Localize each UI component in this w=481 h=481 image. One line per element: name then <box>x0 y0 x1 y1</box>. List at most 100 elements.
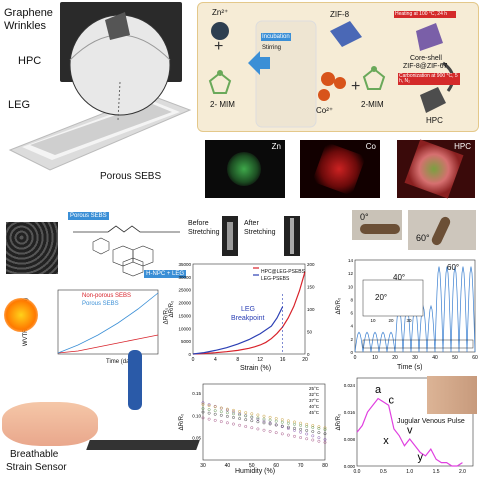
strain-y2-tick: 200 <box>307 262 315 267</box>
hum-point <box>232 410 235 414</box>
label-porous-sebs: Porous SEBS <box>100 171 162 182</box>
strain-x-tick: 8 <box>236 357 239 363</box>
hum-point <box>232 412 235 416</box>
hum-point <box>201 407 205 411</box>
strain-plot: 0 4 8 12 16 200500010000150002000025000300003… <box>169 262 315 363</box>
strain-xlabel: Strain (%) <box>240 365 272 372</box>
bend-y-tick: 0 <box>350 350 353 355</box>
hum-point <box>207 408 211 412</box>
humidity-chart: 30 40 50 60 70 80 0.05 0.10 0.15 ΔR/R₀ 25°C 32°C 37°… <box>175 378 330 478</box>
hum-point <box>225 421 229 425</box>
hum-point <box>262 417 266 421</box>
zn-label: Zn²⁺ <box>212 8 229 17</box>
hum-point <box>225 407 229 411</box>
hum-point <box>225 414 229 418</box>
skin-layer <box>2 402 98 446</box>
strain-chart: 0 4 8 12 16 20 0 5000 10000 15000 20000 25000 30000 3… <box>165 258 330 376</box>
hum-point <box>250 419 254 423</box>
hum-point <box>274 417 278 420</box>
before-photo <box>222 216 238 256</box>
hum-point <box>286 419 290 423</box>
bend-y-tick: 2 <box>350 337 353 342</box>
svg-text:+: + <box>351 78 360 95</box>
hum-point <box>250 415 254 419</box>
hum-frame <box>202 383 326 461</box>
bend-inset-tick: 20 <box>388 318 394 323</box>
strain-y2-tick: 100 <box>307 307 315 312</box>
hum-point <box>268 421 272 425</box>
pulse-peak-label: x <box>383 435 389 447</box>
label-hpc: HPC <box>18 55 42 67</box>
strain-y2-tick: 150 <box>307 285 315 290</box>
strain-legend-2: LEG-PSEBS <box>261 276 290 282</box>
runner <box>128 350 142 410</box>
pulse-y-tick: 0.008 <box>344 437 356 442</box>
wvtr-xlabel: Time (day) <box>106 359 135 365</box>
hum-point <box>256 427 260 431</box>
strain-frame <box>192 263 306 355</box>
hum-point <box>262 421 266 425</box>
wvtr-legend-nonporous: Non-porous SEBS <box>82 293 132 299</box>
deg60-label: 60° <box>416 233 430 243</box>
pulse-x-tick: 0.5 <box>380 469 387 475</box>
bend-y-tick: 14 <box>348 258 354 263</box>
pulse-peak-label: y <box>418 452 424 464</box>
pulse-peak-label: c <box>389 394 395 406</box>
mim-label-1: 2- MIM <box>210 100 235 109</box>
hum-point <box>299 436 303 440</box>
hum-point <box>268 415 272 419</box>
bend-y-tick: 10 <box>348 284 354 289</box>
hum-point <box>323 428 327 432</box>
hum-xlabel: Humidity (%) <box>235 468 276 475</box>
eds-map-zn: Zn <box>205 140 285 198</box>
synthesis-panel: + + Zn²⁺ 2- MIM Incubation Stirring ZIF-… <box>197 2 479 132</box>
hum-x-tick: 30 <box>200 463 206 469</box>
hum-point <box>274 423 278 427</box>
pulse-peak-label: a <box>375 384 382 396</box>
hum-point <box>299 427 303 431</box>
co-label: Co²⁺ <box>316 106 334 115</box>
strain-x-tick: 4 <box>214 357 217 363</box>
hum-point <box>232 408 235 412</box>
pulse-peak-label: v <box>407 425 413 437</box>
pulse-series <box>356 397 463 467</box>
eds-map-hpc: HPC <box>397 139 475 199</box>
hum-point <box>238 423 242 427</box>
bend-x-tick: 30 <box>412 355 418 361</box>
hum-point <box>207 411 211 415</box>
hum-ylabel: ΔR/R₀ <box>179 413 185 430</box>
strain-y-tick: 0 <box>188 352 191 357</box>
hum-point <box>268 418 272 422</box>
hum-point <box>317 425 321 429</box>
stretching-photos: Before Stretching After Stretching <box>188 216 308 260</box>
strain-y-tick: 20000 <box>178 301 191 306</box>
hum-point <box>219 406 223 410</box>
hum-point <box>238 417 242 421</box>
hum-point <box>305 437 309 441</box>
bend-label-20: 20° <box>375 293 388 302</box>
zif8-label: ZIF-8 <box>330 10 350 19</box>
pulse-x-tick: 1.0 <box>406 469 413 475</box>
hum-point <box>323 432 327 436</box>
sun <box>4 298 38 332</box>
porous-sebs-tag: Porous SEBS <box>68 212 109 220</box>
hum-point <box>311 438 315 442</box>
after-photo <box>284 216 300 256</box>
hum-point <box>201 401 205 405</box>
label-leg: LEG <box>8 99 31 111</box>
strain-y-tick: 10000 <box>178 326 191 331</box>
mim-label-2: 2-MIM <box>361 100 384 109</box>
hum-point <box>323 426 327 430</box>
hum-point <box>232 422 235 426</box>
bend-x-tick: 50 <box>452 355 458 361</box>
hum-point <box>317 427 321 430</box>
stirring-label: Stirring <box>262 45 282 51</box>
deg0-label: 0° <box>360 212 369 222</box>
strain-y-tick: 25000 <box>178 288 191 293</box>
bend-x-tick: 40 <box>432 355 438 361</box>
hum-point <box>305 428 309 432</box>
hum-point <box>244 418 248 422</box>
hum-point <box>299 423 303 427</box>
hum-point <box>207 417 211 421</box>
eds-co-label: Co <box>365 142 376 151</box>
